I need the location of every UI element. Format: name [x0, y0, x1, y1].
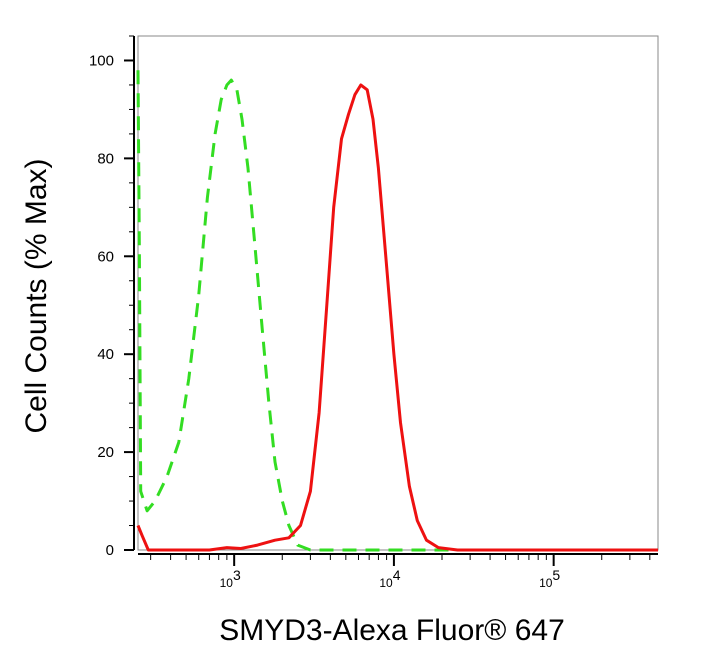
plot-frame	[137, 35, 659, 551]
y-tick-label: 0	[106, 542, 114, 559]
y-axis-title: Cell Counts (% Max)	[20, 158, 53, 433]
y-tick-label: 100	[89, 52, 114, 69]
x-axis-title: SMYD3-Alexa Fluor® 647	[219, 614, 565, 647]
series-line-1	[136, 70, 658, 552]
x-tick-label: 103	[220, 567, 241, 590]
y-tick-label: 40	[97, 346, 114, 363]
series-line-2	[136, 83, 658, 552]
y-tick-label: 60	[97, 248, 114, 265]
x-axis: 103 104 105	[138, 553, 658, 590]
series-layer	[136, 70, 658, 552]
y-tick-label: 80	[97, 150, 114, 167]
y-axis: 0 20 40 60 80 100	[89, 35, 135, 559]
y-tick-label: 20	[97, 444, 114, 461]
x-tick-label: 105	[539, 567, 560, 590]
x-tick-label: 104	[379, 567, 400, 590]
